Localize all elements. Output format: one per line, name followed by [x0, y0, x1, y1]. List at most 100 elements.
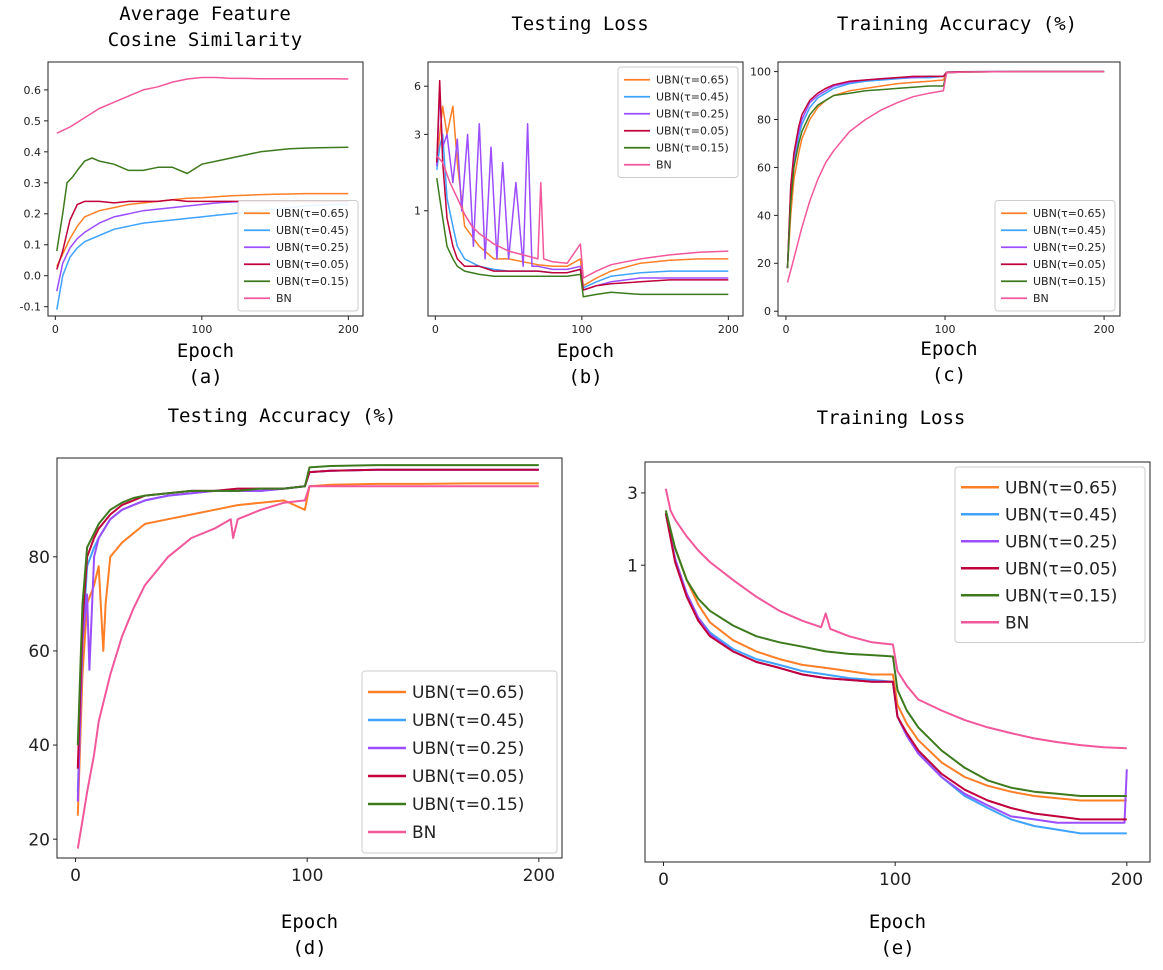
- legend-box: [237, 200, 359, 312]
- y-tick-label: 20: [757, 257, 771, 270]
- chart-e-frame: [644, 461, 1151, 863]
- chart-c-xlabel: Epoch: [920, 338, 977, 360]
- y-tick-label: 80: [757, 113, 771, 126]
- chart-c-legend: UBN(τ=0.65) UBN(τ=0.45) UBN(τ=0.25) UBN(τ=0…: [994, 200, 1116, 312]
- legend-label-ubntau-045: UBN(τ=0.45): [276, 224, 349, 237]
- y-tick-label: 60: [28, 642, 50, 662]
- legend-label-ubntau-045: UBN(τ=0.45): [656, 91, 729, 104]
- series-line-ubntau-065: [664, 513, 1127, 802]
- series-line-ubntau-065: [436, 105, 729, 287]
- chart-c-sublabel: (c): [932, 364, 966, 386]
- legend-box: [954, 466, 1146, 643]
- legend-label-ubntau-005: UBN(τ=0.05): [1033, 258, 1106, 271]
- y-tick-label: 80: [28, 548, 50, 568]
- chart-a-legend: UBN(τ=0.65) UBN(τ=0.45) UBN(τ=0.25) UBN(τ=0…: [237, 200, 359, 312]
- series-line-ubntau-005: [664, 513, 1127, 821]
- chart-c-title-line: Training Accuracy (%): [837, 13, 1077, 35]
- legend-box: [994, 200, 1116, 312]
- x-tick-label: 100: [935, 323, 956, 336]
- x-tick-label: 200: [338, 323, 359, 336]
- chart-e-title-line: Training Loss: [817, 407, 966, 429]
- chart-b-sublabel: (b): [568, 366, 602, 388]
- chart-a: Average Feature Cosine Similarity 0 100 200 -…: [20, 3, 364, 388]
- legend-label-ubntau-065: UBN(τ=0.65): [412, 683, 524, 703]
- x-tick-label: 0: [432, 323, 439, 336]
- y-tick-label: 6: [414, 80, 421, 93]
- chart-b-title-line: Testing Loss: [511, 13, 648, 35]
- y-tick-label: -0.1: [20, 301, 41, 314]
- legend-label-ubntau-025: UBN(τ=0.25): [276, 241, 349, 254]
- x-tick-label: 100: [191, 323, 212, 336]
- legend-label-ubntau-015: UBN(τ=0.15): [656, 142, 729, 155]
- legend-label-ubntau-015: UBN(τ=0.15): [276, 275, 349, 288]
- legend-label-ubntau-005: UBN(τ=0.05): [1005, 559, 1117, 579]
- x-tick-label: 100: [571, 323, 592, 336]
- x-tick-label: 100: [879, 870, 911, 890]
- y-tick-label: 40: [28, 736, 50, 756]
- series-line-bn: [56, 76, 349, 134]
- chart-d-title-line: Testing Accuracy (%): [168, 405, 397, 427]
- legend-label-ubntau-025: UBN(τ=0.25): [1033, 241, 1106, 254]
- y-tick-label: 100: [750, 66, 771, 79]
- chart-e-legend: UBN(τ=0.65) UBN(τ=0.45) UBN(τ=0.25) UBN(τ=0…: [954, 466, 1146, 643]
- x-tick-label: 100: [291, 866, 323, 886]
- legend-box: [617, 66, 739, 178]
- legend-label-ubntau-025: UBN(τ=0.25): [412, 739, 524, 759]
- legend-label-ubntau-045: UBN(τ=0.45): [1033, 224, 1106, 237]
- x-tick-label: 200: [718, 323, 739, 336]
- chart-b-xlabel: Epoch: [557, 340, 614, 362]
- chart-a-title-line: Average Feature: [119, 3, 291, 25]
- legend-label-ubntau-025: UBN(τ=0.25): [1005, 532, 1117, 552]
- y-tick-label: 3: [414, 128, 421, 141]
- legend-label-bn: BN: [1033, 292, 1049, 305]
- y-tick-label: 0.5: [24, 115, 42, 128]
- y-tick-label: 0.4: [24, 146, 42, 159]
- legend-label-ubntau-015: UBN(τ=0.15): [1005, 586, 1117, 606]
- x-tick-label: 0: [658, 870, 669, 890]
- chart-d-legend: UBN(τ=0.65) UBN(τ=0.45) UBN(τ=0.25) UBN(τ=0…: [361, 670, 558, 854]
- chart-a-sublabel: (a): [188, 366, 222, 388]
- chart-e-sublabel: (e): [880, 937, 914, 959]
- chart-b-legend: UBN(τ=0.65) UBN(τ=0.45) UBN(τ=0.25) UBN(τ=0…: [617, 66, 739, 178]
- y-tick-label: 0.2: [24, 208, 42, 221]
- legend-label-ubntau-065: UBN(τ=0.65): [1033, 207, 1106, 220]
- chart-c-frame: [777, 61, 1121, 317]
- chart-e-xlabel: Epoch: [869, 911, 926, 933]
- legend-label-ubntau-065: UBN(τ=0.65): [656, 74, 729, 87]
- y-tick-label: 0.1: [24, 239, 42, 252]
- series-line-bn: [664, 488, 1127, 750]
- series-line-ubntau-015: [76, 464, 539, 746]
- legend-label-ubntau-045: UBN(τ=0.45): [1005, 505, 1117, 525]
- chart-b-frame: [427, 61, 744, 317]
- y-tick-label: 1: [414, 205, 421, 218]
- y-tick-label: 0.3: [24, 177, 42, 190]
- series-line-ubntau-005: [436, 79, 729, 291]
- legend-label-ubntau-065: UBN(τ=0.65): [276, 207, 349, 220]
- x-tick-label: 200: [1094, 323, 1115, 336]
- x-tick-label: 200: [1111, 870, 1143, 890]
- series-line-ubntau-065: [76, 482, 539, 816]
- series-line-ubntau-015: [436, 177, 729, 298]
- x-tick-label: 0: [70, 866, 81, 886]
- series-line-bn: [786, 70, 1105, 283]
- chart-c: Training Accuracy (%) 0 100 200 0 20 40 60 80 100…: [750, 13, 1121, 386]
- chart-d: Testing Accuracy (%) 0 100 200 20 40 60 80 Epoch…: [28, 405, 563, 959]
- y-tick-label: 0.6: [24, 84, 42, 97]
- x-tick-label: 0: [52, 323, 59, 336]
- legend-label-ubntau-045: UBN(τ=0.45): [412, 711, 524, 731]
- chart-e: Training Loss 0 100 200 1 3 Epoch (e) UBN(τ=0.65…: [627, 407, 1151, 959]
- y-tick-label: 40: [757, 209, 771, 222]
- legend-label-ubntau-015: UBN(τ=0.15): [412, 795, 524, 815]
- legend-label-bn: BN: [1005, 613, 1029, 633]
- chart-d-xlabel: Epoch: [281, 911, 338, 933]
- series-line-ubntau-065: [56, 192, 349, 267]
- legend-label-ubntau-025: UBN(τ=0.25): [656, 108, 729, 121]
- y-tick-label: 0: [764, 305, 771, 318]
- legend-label-bn: BN: [656, 159, 672, 172]
- legend-box: [361, 670, 558, 854]
- y-tick-label: 20: [28, 830, 50, 850]
- legend-label-bn: BN: [412, 823, 436, 843]
- series-line-bn: [76, 485, 539, 849]
- series-line-ubntau-015: [664, 510, 1127, 797]
